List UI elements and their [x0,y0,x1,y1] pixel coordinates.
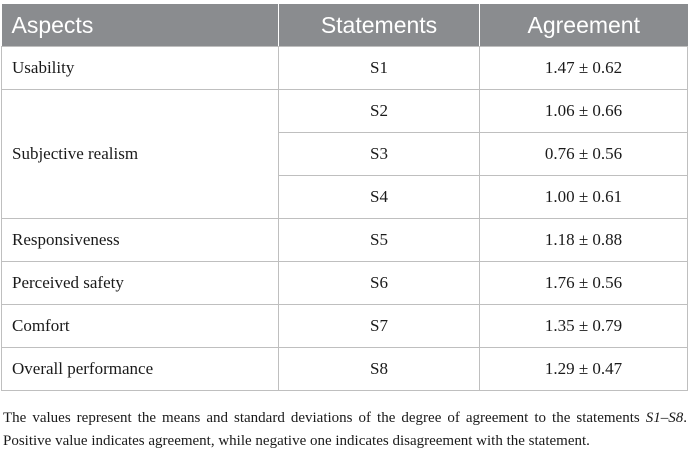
statement-cell: S6 [278,261,480,305]
aspect-cell: Perceived safety [1,261,279,305]
table-row: Overall performance S8 1.29 ± 0.47 [1,347,688,391]
statement-cell: S7 [278,304,480,348]
agreement-cell: 1.35 ± 0.79 [479,304,688,348]
aspect-cell: Responsiveness [1,218,279,262]
table-row: Usability S1 1.47 ± 0.62 [1,46,688,90]
agreement-cell: 0.76 ± 0.56 [479,132,688,176]
footnote-text-start: The values represent the means and stand… [3,410,646,426]
aspect-cell: Overall performance [1,347,279,391]
header-aspects: Aspects [1,4,279,47]
table-row: S4 1.00 ± 0.61 [2,175,688,219]
results-table-container: Aspects Statements Agreement Usability S… [1,4,688,391]
statement-cell: S4 [278,175,480,219]
aspect-cell: Usability [1,46,279,90]
agreement-cell: 1.18 ± 0.88 [479,218,688,262]
aspect-cell: Comfort [1,304,279,348]
footnote-text-end: . Positive value indicates agreement, wh… [3,410,687,449]
agreement-table: Aspects Statements Agreement Usability S… [1,4,688,391]
table-row: Perceived safety S6 1.76 ± 0.56 [1,261,688,305]
table-header-row: Aspects Statements Agreement [1,4,688,47]
footnote-statement-range: S1–S8 [645,410,684,426]
statement-cell: S2 [278,89,480,133]
statement-cell: S1 [278,46,480,90]
statement-cell: S8 [278,347,480,391]
agreement-cell: 1.29 ± 0.47 [479,347,688,391]
agreement-cell: 1.47 ± 0.62 [479,46,688,90]
agreement-cell: 1.76 ± 0.56 [479,261,688,305]
header-agreement: Agreement [479,4,688,47]
statement-cell: S5 [278,218,480,262]
table-row: Responsiveness S5 1.18 ± 0.88 [1,218,688,262]
table-footnote: The values represent the means and stand… [3,407,687,453]
header-statements: Statements [278,4,480,47]
table-row: Comfort S7 1.35 ± 0.79 [1,304,688,348]
table-row: S3 0.76 ± 0.56 [2,132,688,176]
aspect-cell: Subjective realism [1,89,279,219]
agreement-cell: 1.06 ± 0.66 [479,89,688,133]
agreement-cell: 1.00 ± 0.61 [479,175,688,219]
table-row: Subjective realism S2 1.06 ± 0.66 [1,89,688,219]
statement-cell: S3 [278,132,480,176]
